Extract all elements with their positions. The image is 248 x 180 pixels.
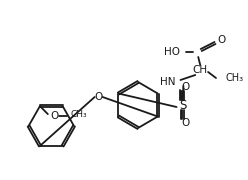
Text: HN: HN: [160, 77, 176, 87]
Text: CH: CH: [193, 65, 208, 75]
Text: O: O: [51, 111, 59, 121]
Text: HO: HO: [164, 47, 181, 57]
Text: S: S: [179, 98, 186, 111]
Text: CH₃: CH₃: [70, 110, 87, 119]
Text: O: O: [94, 92, 103, 102]
Text: CH₃: CH₃: [226, 73, 244, 83]
Text: O: O: [181, 82, 189, 92]
Text: O: O: [218, 35, 226, 45]
Text: O: O: [181, 118, 189, 128]
